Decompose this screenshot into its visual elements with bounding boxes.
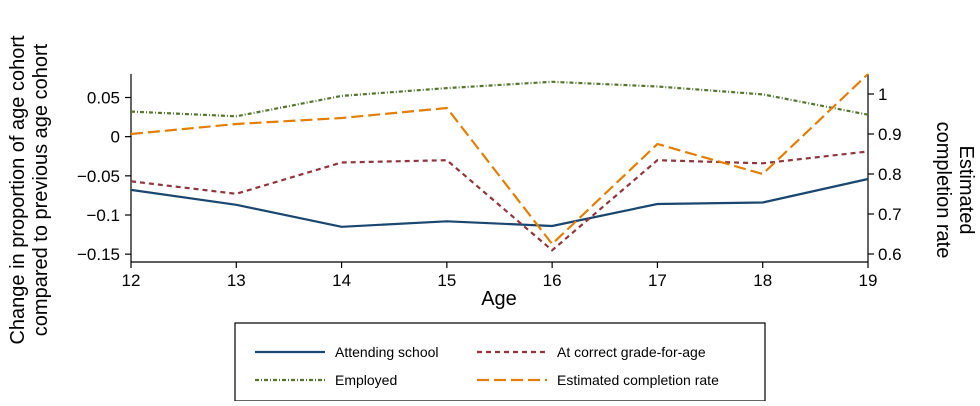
x-tick-label: 13 <box>227 271 246 290</box>
legend-box <box>234 322 766 402</box>
series-line-employed <box>130 80 869 118</box>
y-axis-label-line1: Change in proportion of age cohort <box>7 35 29 345</box>
x-tick-label: 12 <box>122 271 141 290</box>
series-line-attending-school <box>130 177 869 228</box>
legend-label: Employed <box>335 372 397 388</box>
x-axis-label: Age <box>481 288 517 310</box>
y2-tick-label: 0.7 <box>878 205 902 224</box>
y-axis-label-line2: compared to previous age cohort <box>30 43 52 336</box>
y2-tick-label: 0.9 <box>878 125 902 144</box>
y-tick-label: 0 <box>111 128 120 147</box>
y-tick-label: −0.15 <box>77 245 120 264</box>
y2-tick-label: 0.6 <box>878 245 902 264</box>
x-tick-label: 14 <box>332 271 351 290</box>
legend-label: Estimated completion rate <box>557 372 719 388</box>
y-tick-label: 0.05 <box>87 89 120 108</box>
x-tick-label: 15 <box>437 271 456 290</box>
x-tick-label: 18 <box>753 271 772 290</box>
legend-label: At correct grade-for-age <box>557 344 706 360</box>
legend-label: Attending school <box>335 344 439 360</box>
x-tick-label: 17 <box>648 271 667 290</box>
y2-tick-label: 0.8 <box>878 165 902 184</box>
y-tick-label: −0.05 <box>77 167 120 186</box>
y2-axis-label-line1: Estimated <box>955 146 977 235</box>
legend: Attending school At correct grade-for-age… <box>234 322 766 402</box>
plot-area: 0.05 0 −0.05 −0.1 −0.15 1 0.9 0.8 0.7 0.6 12 13 14 15… <box>77 73 902 290</box>
y-tick-label: −0.1 <box>86 206 120 225</box>
x-tick-label: 16 <box>543 271 562 290</box>
y2-axis-label-line2: completion rate <box>932 122 954 259</box>
y2-tick-label: 1 <box>878 85 887 104</box>
x-tick-label: 19 <box>859 271 878 290</box>
series-line-estimated-completion-rate <box>130 73 869 246</box>
series-line-at-correct-grade-for-age <box>130 150 869 252</box>
